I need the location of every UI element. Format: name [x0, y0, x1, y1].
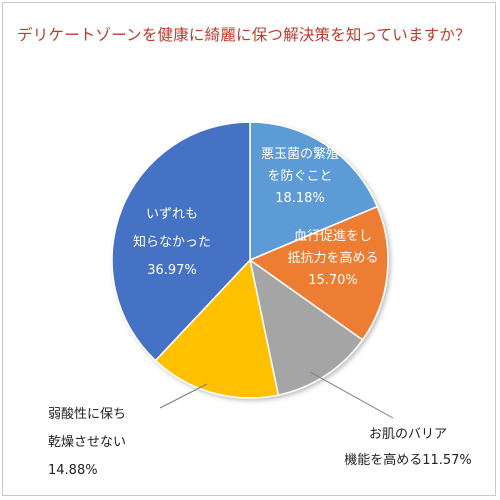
- leader-line-3: [309, 371, 394, 419]
- slice-label-line: 乾燥させない: [48, 435, 126, 450]
- slice-label-5: いずれも知らなかった 36.97%: [133, 207, 211, 278]
- slice-label-line: 15.70%: [308, 273, 358, 288]
- pie-slice-1: [249, 121, 379, 262]
- slice-label-line: 弱酸性に保ち: [48, 407, 126, 422]
- slice-label-line: いずれも: [146, 207, 198, 222]
- slice-label-line: 悪玉菌の繁殖: [261, 146, 339, 162]
- chart-frame: デリケートゾーンを健康に綺麗に保つ解決策を知っていますか？: [2, 2, 496, 496]
- slice-label-2: 血行促進をし抵抗力を高める 15.70%: [287, 229, 378, 288]
- slice-label-line: 14.88%: [48, 463, 98, 478]
- slice-label-3: お肌のバリア機能を高める11.57%: [344, 427, 472, 468]
- slice-label-line: を防ぐこと: [267, 168, 332, 184]
- slice-label-line: お肌のバリア: [369, 427, 447, 442]
- slice-label-4: 弱酸性に保ち乾燥させない 14.88%: [48, 407, 126, 478]
- slice-label-line: 36.97%: [147, 263, 197, 278]
- chart-title: デリケートゾーンを健康に綺麗に保つ解決策を知っていますか？: [17, 26, 471, 44]
- pie-slice-4: [154, 258, 280, 399]
- slice-label-line: 血行促進をし: [294, 229, 372, 244]
- slice-label-line: 18.18%: [275, 191, 325, 206]
- slice-label-1: 悪玉菌の繁殖を防ぐこと 18.18%: [261, 146, 339, 206]
- pie-slice-5: [111, 121, 251, 362]
- slice-label-line: 知らなかった: [133, 234, 211, 250]
- slice-label-line: 抵抗力を高める: [287, 250, 378, 266]
- pie-slice-3: [248, 258, 364, 396]
- pie-slice-2: [248, 205, 389, 341]
- leader-line-4: [159, 383, 208, 409]
- slice-label-line: 機能を高める11.57%: [344, 452, 472, 468]
